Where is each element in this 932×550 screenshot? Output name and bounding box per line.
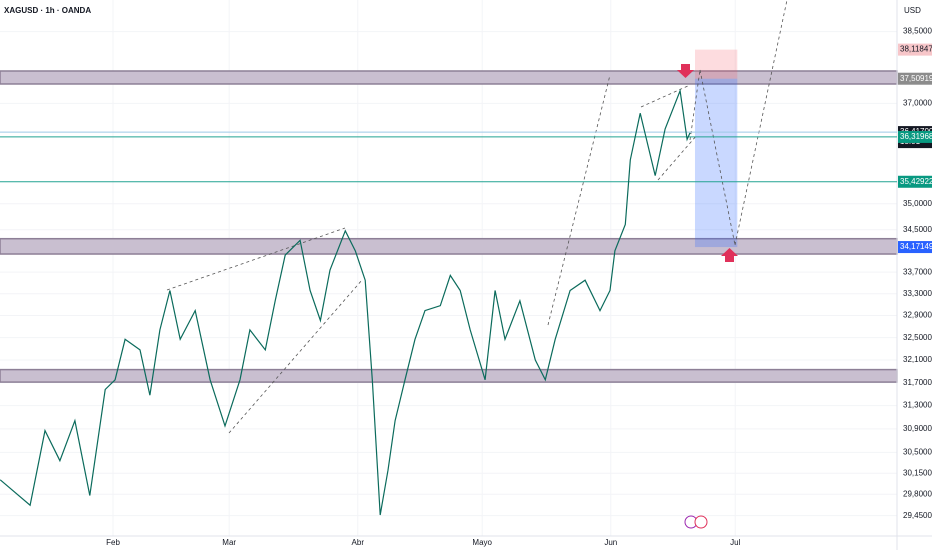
price-label-bg <box>898 175 932 188</box>
y-tick-label: 35,00000 <box>903 199 932 208</box>
y-tick-label: 30,90000 <box>903 424 932 433</box>
price-label-bg <box>898 43 932 56</box>
trend-line <box>228 279 363 434</box>
y-tick-label: 34,50000 <box>903 225 932 234</box>
price-line-series <box>0 88 691 516</box>
y-tick-label: 32,90000 <box>903 311 932 320</box>
x-tick-label: Mar <box>222 538 236 547</box>
y-tick-label: 30,15000 <box>903 468 932 477</box>
x-tick-label: Feb <box>106 538 120 547</box>
price-label: 38,11847 <box>900 45 932 54</box>
price-label: 35,42922 <box>900 177 932 186</box>
x-tick-label: Mayo <box>472 538 492 547</box>
chart-title: XAGUSD · 1h · OANDA <box>4 6 91 15</box>
y-tick-label: 31,70000 <box>903 378 932 387</box>
stop-zone <box>694 49 738 79</box>
arrow-up <box>721 248 738 262</box>
y-tick-label: 30,50000 <box>903 447 932 456</box>
zone <box>0 70 898 85</box>
y-tick-label: 33,30000 <box>903 289 932 298</box>
y-tick-label: 29,45000 <box>903 511 932 520</box>
trend-line <box>547 74 611 326</box>
x-tick-label: Jul <box>730 538 740 547</box>
event-icon[interactable] <box>694 515 708 529</box>
target-zone <box>694 78 738 248</box>
plot-area <box>0 0 898 536</box>
trend-line <box>640 84 691 108</box>
y-tick-label: 37,00000 <box>903 99 932 108</box>
y-tick-label: 32,50000 <box>903 333 932 342</box>
trend-line <box>657 134 698 181</box>
currency: USD <box>904 6 921 15</box>
price-label-bg <box>898 130 932 143</box>
y-tick-label: 29,80000 <box>903 489 932 498</box>
y-tick-label: 32,10000 <box>903 355 932 364</box>
drawings <box>166 0 788 434</box>
x-tick-label: Abr <box>352 538 365 547</box>
y-tick-label: 33,70000 <box>903 267 932 276</box>
price-label: 37,50919 <box>900 74 932 83</box>
arrow-down <box>677 64 694 78</box>
price-label: 34,17149 <box>900 242 932 251</box>
price-label: 36,31968 <box>900 132 932 141</box>
zone <box>0 368 898 383</box>
y-tick-label: 31,30000 <box>903 401 932 410</box>
price-label-bg <box>898 72 932 85</box>
zone <box>0 237 898 255</box>
trend-line <box>166 227 346 291</box>
price-label-bg <box>898 241 932 254</box>
x-tick-label: Jun <box>604 538 617 547</box>
y-tick-label: 38,50000 <box>903 27 932 36</box>
